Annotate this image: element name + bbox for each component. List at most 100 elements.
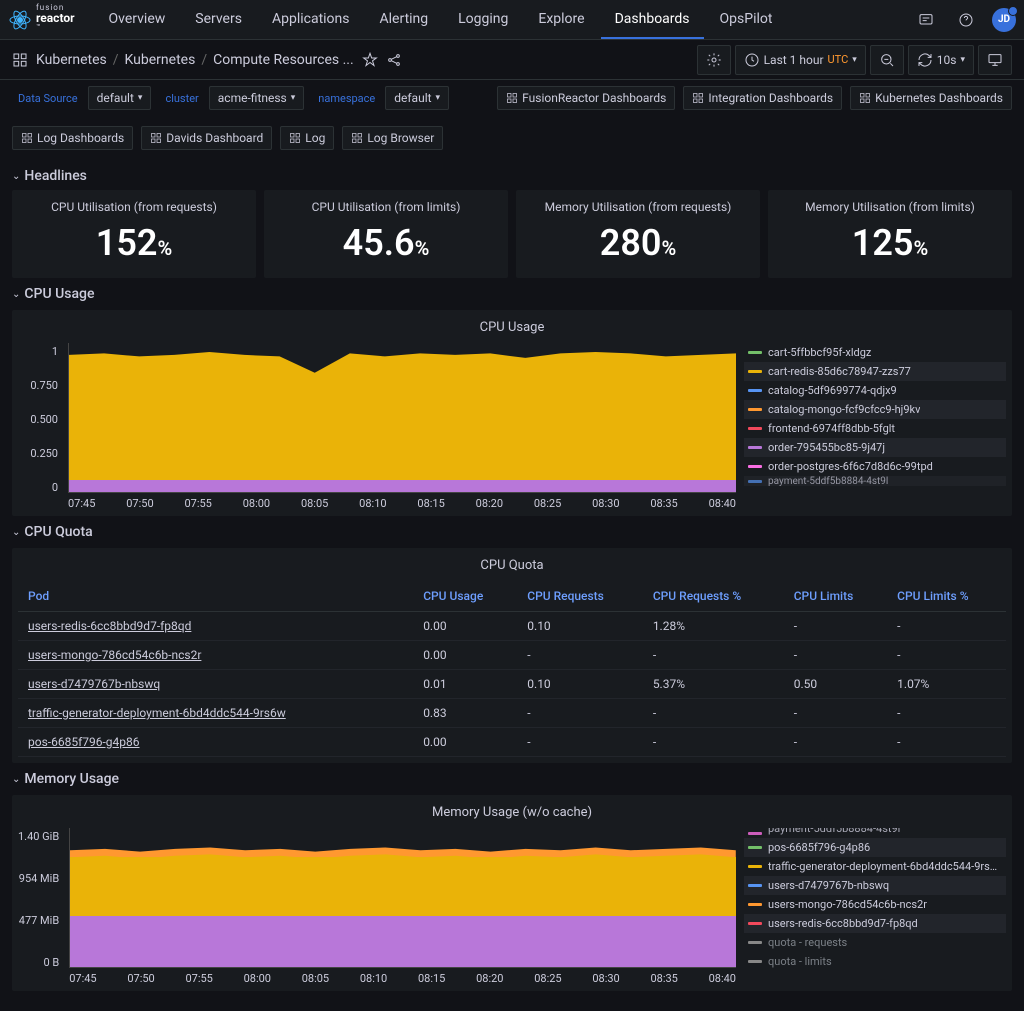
cpu-usage-panel: CPU Usage 10.7500.5000.2500 07:4507:5007… [12,310,1012,516]
legend-item[interactable]: quota - requests [744,933,1006,952]
y-axis: 10.7500.5000.2500 [18,343,60,510]
star-icon[interactable] [362,52,378,68]
var-select-cluster[interactable]: acme-fitness ▾ [209,86,305,110]
legend-item[interactable]: traffic-generator-deployment-6bd4ddc544-… [744,857,1006,876]
breadcrumb-leaf[interactable]: Compute Resources ... [213,52,354,68]
dashlink[interactable]: Log Dashboards [12,126,133,150]
legend-item[interactable]: payment-5ddf5b8884-4st9l [744,828,1006,838]
nav-alerting[interactable]: Alerting [366,1,443,39]
refresh-icon [917,52,933,68]
dashlink[interactable]: Log Browser [342,126,443,150]
topbar: fusionreactor™ OverviewServersApplicatio… [0,0,1024,40]
stat-title: Memory Utilisation (from requests) [524,200,752,214]
breadcrumb: Kubernetes / Kubernetes / Compute Resour… [36,52,354,68]
panel-title: CPU Usage [18,316,1006,343]
dashlink[interactable]: FusionReactor Dashboards [497,86,675,110]
legend-item[interactable]: users-mongo-786cd54c6b-ncs2r [744,895,1006,914]
table-row[interactable]: traffic-generator-deployment-6bd4ddc544-… [18,699,1006,728]
pod-link[interactable]: pos-6685f796-g4p86 [18,728,413,757]
stat-title: CPU Utilisation (from requests) [20,200,248,214]
legend-item[interactable]: users-d7479767b-nbswq [744,876,1006,895]
panel-title: Memory Usage (w/o cache) [18,801,1006,828]
chevron-down-icon: ▾ [960,55,965,65]
breadcrumb-mid[interactable]: Kubernetes [125,52,196,68]
table-header[interactable]: CPU Usage [413,581,517,612]
legend-item[interactable]: frontend-6974ff8dbb-5fglt [744,419,1006,438]
legend-item[interactable]: users-redis-6cc8bbd9d7-fp8qd [744,914,1006,933]
row-cpu-usage[interactable]: ⌄CPU Usage [12,278,1012,308]
refresh-interval: 10s [937,53,957,67]
zoom-out-icon [879,52,895,68]
dashlink[interactable]: Log [280,126,334,150]
mem-chart[interactable] [69,828,736,968]
legend-item[interactable]: cart-redis-85d6c78947-zzs77 [744,362,1006,381]
cpu-quota-panel: CPU Quota PodCPU UsageCPU RequestsCPU Re… [12,548,1012,763]
table-header[interactable]: CPU Limits [784,581,887,612]
table-header[interactable]: CPU Limits % [887,581,1006,612]
stat-panel: Memory Utilisation (from requests) 280% [516,190,760,278]
logo[interactable]: fusionreactor™ [8,4,75,36]
pod-link[interactable]: users-redis-6cc8bbd9d7-fp8qd [18,612,413,641]
monitor-icon [987,52,1003,68]
stat-title: CPU Utilisation (from limits) [272,200,500,214]
zoomout-button[interactable] [870,45,904,75]
chevron-down-icon: ⌄ [12,289,20,300]
table-row[interactable]: pos-6685f796-g4p860.00---- [18,728,1006,757]
pod-link[interactable]: traffic-generator-deployment-6bd4ddc544-… [18,699,413,728]
nav-applications[interactable]: Applications [258,1,364,39]
x-axis: 07:4507:5007:5508:0008:0508:1008:1508:20… [69,968,736,985]
table-row[interactable]: users-mongo-786cd54c6b-ncs2r0.00---- [18,641,1006,670]
nav-logging[interactable]: Logging [444,1,522,39]
settings-button[interactable] [697,45,731,75]
nav-overview[interactable]: Overview [95,1,180,39]
dashlink[interactable]: Davids Dashboard [141,126,272,150]
row-cpu-quota[interactable]: ⌄CPU Quota [12,516,1012,546]
dashlink[interactable]: Integration Dashboards [683,86,842,110]
chevron-down-icon: ⌄ [12,171,20,182]
avatar[interactable]: JD [992,8,1016,32]
help-icon[interactable] [952,6,980,34]
var-label: cluster [159,88,204,109]
legend-item[interactable]: order-postgres-6f6c7d8d6c-99tpd [744,457,1006,476]
cpu-quota-table: PodCPU UsageCPU RequestsCPU Requests %CP… [18,581,1006,757]
stat-panel: CPU Utilisation (from requests)152% [12,190,256,278]
table-header[interactable]: Pod [18,581,413,612]
nav-servers[interactable]: Servers [181,1,256,39]
row-memory-usage[interactable]: ⌄Memory Usage [12,763,1012,793]
nav-explore[interactable]: Explore [524,1,598,39]
cpu-chart[interactable] [68,343,736,493]
legend-item[interactable]: pos-6685f796-g4p86 [744,838,1006,857]
stat-value: 125% [776,222,1004,264]
messages-icon[interactable] [912,6,940,34]
table-header[interactable]: CPU Requests [517,581,643,612]
clock-icon [744,52,760,68]
tv-button[interactable] [978,45,1012,75]
legend-item[interactable]: catalog-mongo-fcf9cfcc9-hj9kv [744,400,1006,419]
legend-item[interactable]: quota - limits [744,952,1006,971]
table-row[interactable]: users-d7479767b-nbswq0.010.105.37%0.501.… [18,670,1006,699]
nav-opspilot[interactable]: OpsPilot [706,1,787,39]
dashlink[interactable]: Kubernetes Dashboards [850,86,1012,110]
legend-item[interactable]: cart-5ffbbcf95f-xldgz [744,343,1006,362]
legend-item[interactable]: catalog-5df9699774-qdjx9 [744,381,1006,400]
var-label: Data Source [12,88,84,109]
nav-dashboards[interactable]: Dashboards [601,1,704,39]
timepicker-button[interactable]: Last 1 hour UTC ▾ [735,45,866,75]
y-axis: 1.40 GiB954 MiB477 MiB0 B [18,828,61,985]
stat-panel: Memory Utilisation (from limits)125% [768,190,1012,278]
refresh-button[interactable]: 10s ▾ [908,45,974,75]
var-select-Data Source[interactable]: default ▾ [88,86,152,110]
apps-icon[interactable] [12,52,28,68]
table-header[interactable]: CPU Requests % [643,581,784,612]
var-select-namespace[interactable]: default ▾ [385,86,449,110]
pod-link[interactable]: users-d7479767b-nbswq [18,670,413,699]
stat-panel: CPU Utilisation (from limits)45.6% [264,190,508,278]
row-headlines[interactable]: ⌄Headlines [12,160,1012,190]
breadcrumb-root[interactable]: Kubernetes [36,52,107,68]
table-row[interactable]: users-redis-6cc8bbd9d7-fp8qd0.000.101.28… [18,612,1006,641]
legend-item[interactable]: order-795455bc85-9j47j [744,438,1006,457]
variables-bar: Data Sourcedefault ▾clusteracme-fitness … [0,80,1024,156]
share-icon[interactable] [386,52,402,68]
pod-link[interactable]: users-mongo-786cd54c6b-ncs2r [18,641,413,670]
stat-value: 280% [524,222,752,264]
